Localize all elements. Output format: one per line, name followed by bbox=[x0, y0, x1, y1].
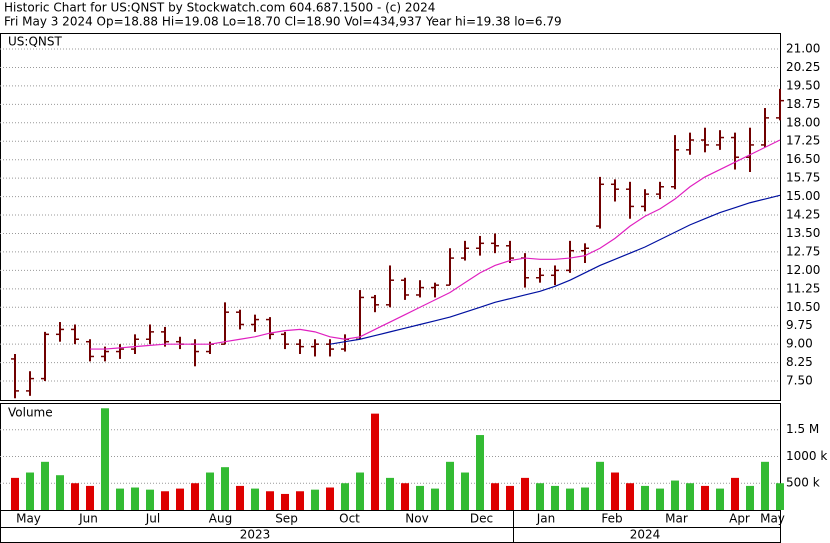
x-tick-label: Apr bbox=[729, 512, 750, 526]
volume-bar bbox=[11, 477, 19, 510]
symbol-label: US:QNST bbox=[8, 35, 62, 49]
chart-subtitle: Fri May 3 2024 Op=18.88 Hi=19.08 Lo=18.7… bbox=[4, 15, 562, 29]
year-label: 2023 bbox=[240, 528, 271, 542]
volume-bar bbox=[356, 472, 364, 510]
volume-bar bbox=[461, 472, 469, 510]
volume-tick-label: 1000 k bbox=[786, 449, 827, 463]
volume-bar bbox=[206, 472, 214, 510]
volume-label: Volume bbox=[8, 406, 53, 420]
volume-bar bbox=[41, 461, 49, 510]
volume-bar bbox=[641, 485, 649, 510]
y-tick-label: 14.25 bbox=[786, 208, 820, 222]
y-tick-label: 12.00 bbox=[786, 263, 820, 277]
volume-bar bbox=[146, 489, 154, 510]
y-tick-label: 12.75 bbox=[786, 244, 820, 258]
volume-bar bbox=[161, 491, 169, 510]
x-tick-label: Jan bbox=[536, 512, 556, 526]
y-tick-label: 9.00 bbox=[786, 337, 813, 351]
volume-bar bbox=[521, 477, 529, 510]
volume-bar bbox=[191, 483, 199, 510]
volume-bar bbox=[341, 483, 349, 510]
volume-bar bbox=[56, 475, 64, 510]
y-tick-label: 17.25 bbox=[786, 134, 820, 148]
y-tick-label: 16.50 bbox=[786, 152, 820, 166]
volume-bar bbox=[176, 488, 184, 510]
x-tick-label: Sep bbox=[275, 512, 298, 526]
volume-bar bbox=[656, 488, 664, 510]
volume-bar bbox=[701, 485, 709, 510]
volume-bar bbox=[386, 477, 394, 510]
volume-bar bbox=[236, 485, 244, 510]
chart-title: Historic Chart for US:QNST by Stockwatch… bbox=[4, 1, 435, 15]
x-tick-label: Aug bbox=[209, 512, 232, 526]
volume-bar bbox=[581, 487, 589, 510]
volume-bar bbox=[266, 491, 274, 510]
volume-bar bbox=[476, 435, 484, 510]
volume-bar bbox=[296, 491, 304, 510]
volume-tick-label: 1.5 M bbox=[786, 422, 819, 436]
volume-bar bbox=[491, 483, 499, 510]
volume-bar bbox=[566, 488, 574, 510]
x-tick-label: Jun bbox=[78, 512, 98, 526]
y-tick-label: 15.00 bbox=[786, 189, 820, 203]
moving-average bbox=[90, 139, 781, 350]
volume-bar bbox=[611, 472, 619, 510]
x-tick-label: Jul bbox=[145, 512, 160, 526]
y-tick-label: 10.50 bbox=[786, 300, 820, 314]
y-tick-label: 8.25 bbox=[786, 355, 813, 369]
x-tick-label: May bbox=[760, 512, 785, 526]
date-panel bbox=[0, 510, 781, 543]
volume-bar bbox=[716, 488, 724, 510]
volume-bar bbox=[401, 483, 409, 510]
volume-bar bbox=[431, 488, 439, 510]
volume-bar bbox=[416, 485, 424, 510]
y-tick-label: 11.25 bbox=[786, 281, 820, 295]
volume-bar bbox=[731, 477, 739, 510]
volume-bar bbox=[761, 461, 769, 510]
y-tick-label: 20.25 bbox=[786, 60, 820, 74]
volume-bar bbox=[71, 483, 79, 510]
volume-bar bbox=[776, 483, 784, 510]
volume-bar bbox=[671, 480, 679, 510]
x-tick-label: Feb bbox=[601, 512, 622, 526]
volume-bar bbox=[326, 487, 334, 510]
x-tick-label: May bbox=[16, 512, 41, 526]
volume-bar bbox=[551, 485, 559, 510]
volume-bar bbox=[446, 461, 454, 510]
volume-bar bbox=[116, 488, 124, 510]
volume-tick-label: 500 k bbox=[786, 476, 820, 490]
volume-bar bbox=[86, 485, 94, 510]
volume-bar bbox=[626, 483, 634, 510]
x-tick-label: Oct bbox=[339, 512, 360, 526]
y-tick-label: 18.00 bbox=[786, 115, 820, 129]
y-tick-label: 19.50 bbox=[786, 78, 820, 92]
y-tick-label: 15.75 bbox=[786, 171, 820, 185]
x-tick-label: Dec bbox=[470, 512, 493, 526]
y-tick-label: 18.75 bbox=[786, 97, 820, 111]
volume-bar bbox=[371, 413, 379, 510]
volume-bar bbox=[281, 493, 289, 510]
volume-bar bbox=[26, 472, 34, 510]
y-tick-label: 9.75 bbox=[786, 318, 813, 332]
y-tick-label: 7.50 bbox=[786, 374, 813, 388]
x-tick-label: Nov bbox=[405, 512, 428, 526]
year-label: 2024 bbox=[630, 528, 661, 542]
moving-average bbox=[329, 194, 781, 345]
x-tick-label: Mar bbox=[665, 512, 688, 526]
volume-bar bbox=[506, 485, 514, 510]
volume-bar bbox=[686, 483, 694, 510]
volume-bar bbox=[221, 467, 229, 510]
volume-bar bbox=[746, 485, 754, 510]
y-tick-label: 21.00 bbox=[786, 42, 820, 56]
volume-bar bbox=[251, 488, 259, 510]
price-panel bbox=[0, 33, 781, 401]
y-tick-label: 13.50 bbox=[786, 226, 820, 240]
volume-bar bbox=[536, 483, 544, 510]
volume-bar bbox=[596, 461, 604, 510]
volume-bar bbox=[131, 487, 139, 510]
volume-bar bbox=[311, 489, 319, 510]
volume-bar bbox=[101, 408, 109, 510]
